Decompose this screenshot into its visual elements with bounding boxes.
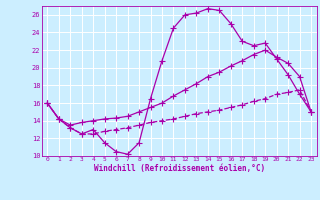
- X-axis label: Windchill (Refroidissement éolien,°C): Windchill (Refroidissement éolien,°C): [94, 164, 265, 173]
